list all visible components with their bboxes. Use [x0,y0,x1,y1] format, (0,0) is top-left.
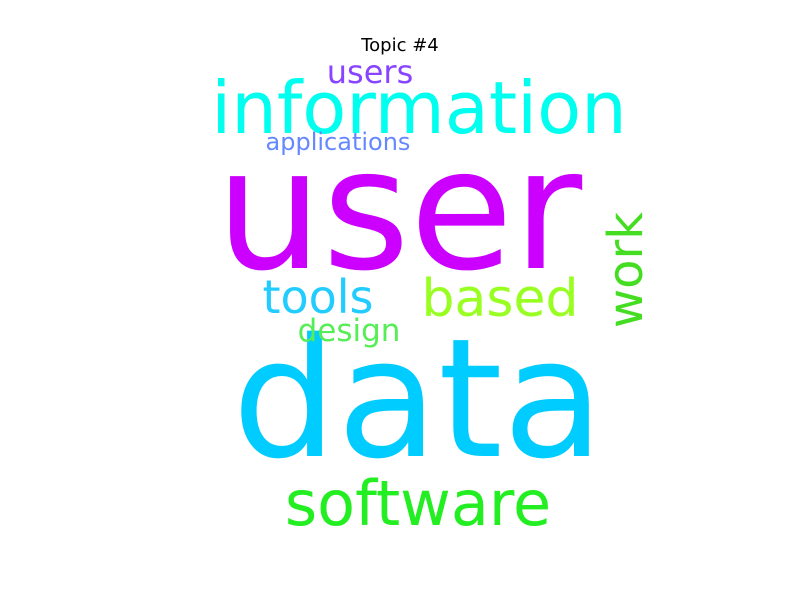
word-based: based [422,269,579,329]
word-software: software [285,467,551,540]
word-user: user [216,112,583,308]
word-design: design [298,313,401,349]
word-applications: applications [266,128,411,156]
word-tools: tools [262,270,373,324]
word-information: information [211,66,627,150]
chart-title: Topic #4 [361,35,439,56]
word-work: work [598,212,654,328]
word-users: users [327,53,413,91]
word-data: data [232,303,604,495]
